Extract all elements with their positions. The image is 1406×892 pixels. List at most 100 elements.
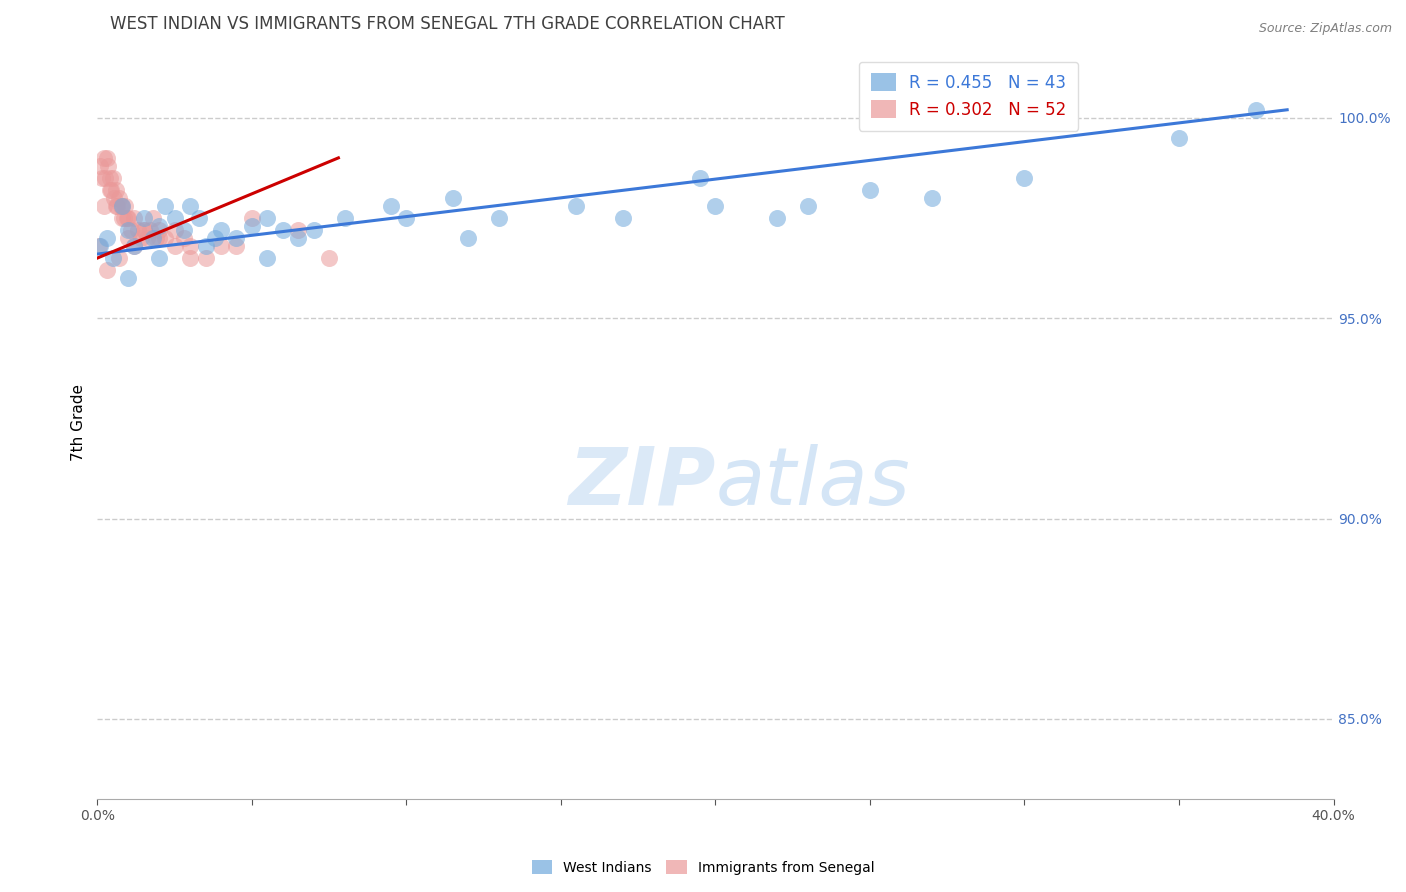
Point	[87, 239, 110, 253]
Point	[135, 231, 157, 245]
Point	[565, 199, 588, 213]
Point	[114, 199, 136, 213]
Point	[127, 223, 149, 237]
Point	[240, 211, 263, 225]
Point	[117, 271, 139, 285]
Point	[173, 231, 195, 245]
Point	[155, 231, 177, 245]
Point	[108, 191, 131, 205]
Point	[225, 231, 247, 245]
Point	[145, 231, 167, 245]
Point	[1244, 103, 1267, 117]
Point	[287, 223, 309, 237]
Point	[89, 159, 111, 173]
Point	[110, 199, 132, 213]
Point	[689, 170, 711, 185]
Point	[155, 199, 177, 213]
Point	[271, 223, 294, 237]
Point	[132, 223, 155, 237]
Point	[93, 199, 115, 213]
Point	[148, 231, 170, 245]
Point	[194, 239, 217, 253]
Point	[148, 223, 170, 237]
Point	[441, 191, 464, 205]
Point	[457, 231, 479, 245]
Point	[163, 223, 186, 237]
Point	[163, 211, 186, 225]
Point	[111, 211, 134, 225]
Point	[94, 170, 117, 185]
Point	[124, 239, 146, 253]
Point	[256, 211, 278, 225]
Point	[148, 251, 170, 265]
Point	[120, 223, 142, 237]
Point	[98, 183, 121, 197]
Point	[179, 251, 201, 265]
Point	[859, 183, 882, 197]
Point	[704, 199, 727, 213]
Point	[98, 170, 121, 185]
Point	[117, 211, 139, 225]
Point	[148, 219, 170, 233]
Y-axis label: 7th Grade: 7th Grade	[72, 384, 86, 461]
Point	[380, 199, 402, 213]
Point	[1014, 170, 1036, 185]
Point	[96, 151, 118, 165]
Point	[287, 231, 309, 245]
Point	[103, 191, 125, 205]
Point	[129, 231, 152, 245]
Point	[395, 211, 418, 225]
Point	[104, 183, 127, 197]
Point	[112, 211, 135, 225]
Point	[91, 170, 114, 185]
Point	[194, 251, 217, 265]
Point	[209, 239, 232, 253]
Point	[797, 199, 820, 213]
Point	[240, 219, 263, 233]
Point	[117, 223, 139, 237]
Point	[100, 183, 122, 197]
Point	[111, 199, 134, 213]
Point	[93, 151, 115, 165]
Point	[318, 251, 340, 265]
Point	[179, 199, 201, 213]
Text: Source: ZipAtlas.com: Source: ZipAtlas.com	[1258, 22, 1392, 36]
Legend: R = 0.455   N = 43, R = 0.302   N = 52: R = 0.455 N = 43, R = 0.302 N = 52	[859, 62, 1078, 130]
Point	[115, 211, 138, 225]
Point	[97, 159, 120, 173]
Point	[101, 170, 124, 185]
Point	[96, 231, 118, 245]
Point	[108, 251, 131, 265]
Point	[612, 211, 634, 225]
Point	[766, 211, 789, 225]
Text: ZIP: ZIP	[568, 443, 716, 522]
Point	[173, 223, 195, 237]
Point	[132, 211, 155, 225]
Point	[101, 251, 124, 265]
Point	[209, 223, 232, 237]
Point	[132, 223, 155, 237]
Point	[256, 251, 278, 265]
Text: atlas: atlas	[716, 443, 910, 522]
Point	[124, 239, 146, 253]
Point	[124, 211, 146, 225]
Point	[1168, 131, 1191, 145]
Point	[104, 199, 127, 213]
Point	[179, 239, 201, 253]
Point	[302, 223, 325, 237]
Point	[117, 231, 139, 245]
Legend: West Indians, Immigrants from Senegal: West Indians, Immigrants from Senegal	[526, 855, 880, 880]
Text: WEST INDIAN VS IMMIGRANTS FROM SENEGAL 7TH GRADE CORRELATION CHART: WEST INDIAN VS IMMIGRANTS FROM SENEGAL 7…	[110, 15, 785, 33]
Point	[142, 231, 165, 245]
Point	[89, 239, 111, 253]
Point	[139, 223, 162, 237]
Point	[333, 211, 356, 225]
Point	[188, 211, 211, 225]
Point	[163, 239, 186, 253]
Point	[96, 263, 118, 277]
Point	[111, 199, 134, 213]
Point	[204, 231, 226, 245]
Point	[488, 211, 510, 225]
Point	[225, 239, 247, 253]
Point	[107, 199, 129, 213]
